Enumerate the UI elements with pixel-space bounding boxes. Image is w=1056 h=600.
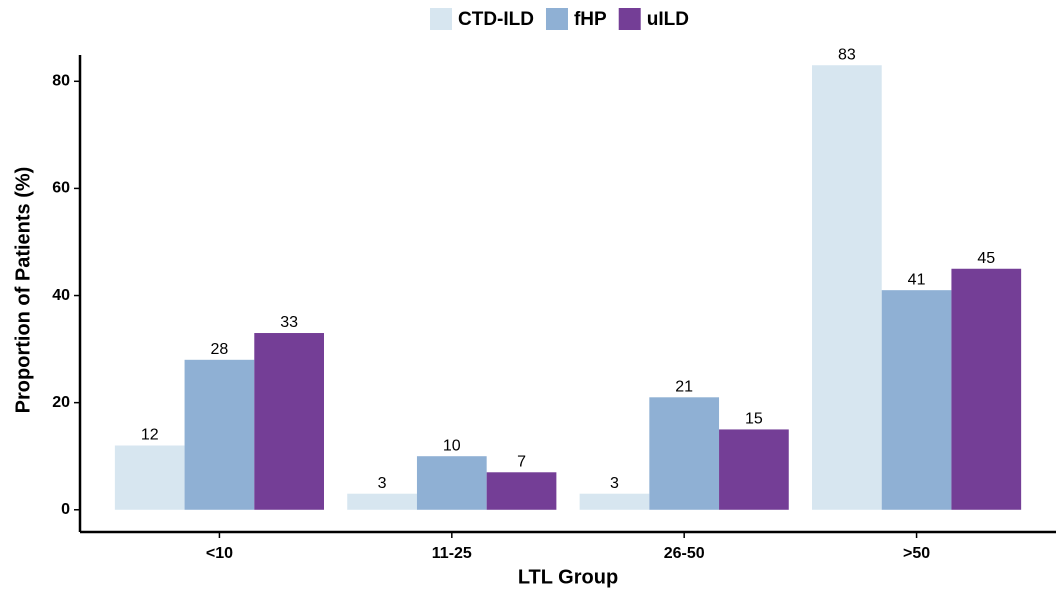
data-label: 3 <box>610 475 619 492</box>
y-tick-label: 20 <box>52 394 70 411</box>
data-label: 83 <box>838 46 856 63</box>
x-axis-label: LTL Group <box>518 566 618 588</box>
bar <box>881 290 952 510</box>
data-label: 15 <box>745 411 763 428</box>
y-axis-label: Proportion of Patients (%) <box>12 167 34 414</box>
legend-swatch <box>618 8 641 30</box>
bar <box>416 456 487 510</box>
y-tick-label: 0 <box>61 501 70 518</box>
data-label: 33 <box>280 314 298 331</box>
legend-label: CTD-ILD <box>458 9 534 30</box>
x-tick-label: >50 <box>903 545 930 562</box>
bar <box>347 493 417 510</box>
bar <box>254 333 324 510</box>
data-label: 10 <box>443 437 461 454</box>
x-tick-label: <10 <box>206 545 233 562</box>
bar <box>812 65 882 510</box>
bar <box>486 472 557 510</box>
legend-label: uILD <box>647 9 689 30</box>
data-label: 7 <box>517 453 526 470</box>
legend-label: fHP <box>574 9 607 30</box>
bar <box>719 429 789 510</box>
data-label: 45 <box>977 250 995 267</box>
bar <box>184 359 255 510</box>
legend-swatch <box>545 8 568 30</box>
bar <box>649 397 720 510</box>
data-label: 21 <box>675 379 693 396</box>
x-tick-label: 11-25 <box>432 545 472 562</box>
data-label: 28 <box>211 341 229 358</box>
bar <box>951 268 1022 510</box>
data-label: 3 <box>378 475 387 492</box>
bar <box>579 493 650 510</box>
legend-swatch <box>430 8 452 30</box>
y-tick-label: 80 <box>52 73 70 90</box>
bar <box>114 445 185 510</box>
x-tick-label: 26-50 <box>664 545 705 562</box>
data-label: 12 <box>141 427 159 444</box>
data-label: 41 <box>908 271 926 288</box>
y-tick-label: 40 <box>52 287 70 304</box>
y-tick-label: 60 <box>52 180 70 197</box>
